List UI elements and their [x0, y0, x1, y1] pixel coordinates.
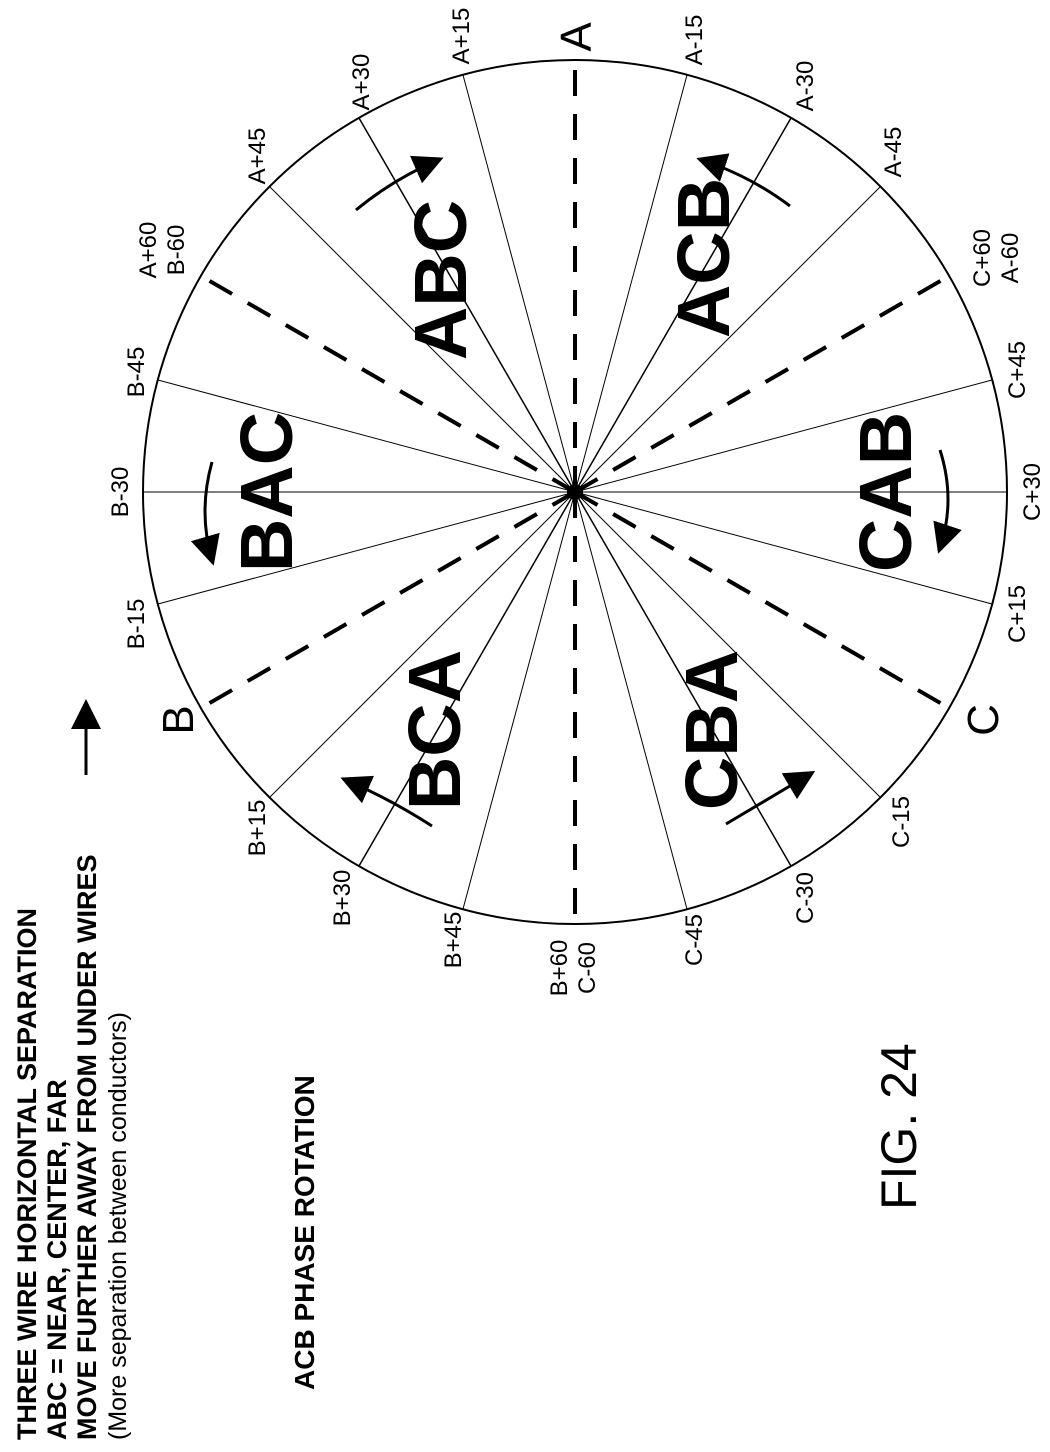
- radial-b45: [462, 491, 576, 910]
- region-labels: ABC ACB BAC CAB BCA CBA: [225, 178, 927, 810]
- dashed-a60: [199, 274, 577, 494]
- tick-label-c15: C+15: [1004, 585, 1031, 643]
- radial-b-15: [157, 491, 576, 605]
- tick-label-c-30: C-30: [792, 872, 819, 924]
- radial-a-30: [574, 117, 792, 493]
- radial-c-30: [574, 491, 792, 867]
- rotation-arrows: [190, 153, 962, 828]
- tick-label-a45: A+45: [244, 128, 271, 185]
- radial-a-45: [574, 185, 882, 493]
- tick-label-b-45: B-45: [123, 347, 150, 398]
- tick-labels: A-15 A-30 A-45 C+60 A-60 C+45 C+30 C+15 …: [107, 8, 1046, 997]
- arrow-cba: [725, 770, 816, 826]
- tick-label-b-30: B-30: [107, 467, 134, 518]
- note-line-3: MOVE FURTHER AWAY FROM UNDER WIRES: [72, 854, 102, 1440]
- region-label-bac: BAC: [225, 412, 308, 572]
- region-label-abc: ABC: [399, 200, 482, 360]
- tick-label-c-15: C-15: [888, 796, 915, 848]
- tick-label-b60-2: C-60: [574, 942, 601, 994]
- region-label-cab: CAB: [844, 412, 927, 572]
- main-label-c: C: [959, 704, 1008, 736]
- radial-a15: [462, 74, 576, 493]
- arrow-acb: [696, 153, 791, 208]
- arrow-abc: [355, 155, 444, 212]
- dashed-b: [199, 490, 577, 710]
- tick-label-b45: B+45: [440, 912, 467, 969]
- arrow-cab: [933, 449, 962, 554]
- tick-label-a-15: A-15: [681, 15, 708, 66]
- tick-label-a15: A+15: [448, 8, 475, 65]
- tick-label-a60-2: B-60: [163, 225, 190, 276]
- tick-label-b-15: B-15: [123, 599, 150, 650]
- tick-label-a-30: A-30: [792, 61, 819, 112]
- region-label-cba: CBA: [670, 650, 753, 810]
- radial-c-45: [574, 491, 688, 910]
- notes-block: THREE WIRE HORIZONTAL SEPARATION ABC = N…: [12, 699, 132, 1440]
- region-label-acb: ACB: [662, 178, 745, 338]
- radial-a-15: [574, 74, 688, 493]
- main-label-b: B: [154, 705, 203, 734]
- radial-c15: [574, 491, 993, 605]
- dashed-c60: [573, 274, 951, 494]
- subtitle: ACB PHASE ROTATION: [289, 1075, 320, 1390]
- arrow-bac: [190, 461, 220, 566]
- dashed-c: [573, 490, 951, 710]
- radial-a30: [358, 117, 576, 493]
- note-line-1: THREE WIRE HORIZONTAL SEPARATION: [12, 908, 42, 1440]
- tick-label-c-45: C-45: [681, 914, 708, 966]
- figure-label: FIG. 24: [871, 1043, 927, 1210]
- note-line-4: (More separation between conductors): [104, 1012, 132, 1440]
- radial-b-45: [157, 379, 576, 493]
- tick-label-a30: A+30: [348, 54, 375, 111]
- radial-a45: [268, 185, 576, 493]
- radial-b15: [268, 491, 576, 799]
- region-label-bca: BCA: [393, 650, 476, 810]
- tick-label-c45: C+45: [1004, 341, 1031, 399]
- tick-label-a60: A+60: [135, 222, 162, 279]
- tick-label-b15: B+15: [244, 800, 271, 857]
- tick-label-c60-2: A-60: [997, 233, 1024, 284]
- main-label-a: A: [552, 22, 601, 52]
- tick-label-a-45: A-45: [880, 127, 907, 178]
- tick-label-c30: C+30: [1019, 463, 1046, 521]
- radial-c-15: [574, 491, 882, 799]
- radial-lines: [143, 74, 1007, 910]
- tick-label-b60: B+60: [546, 940, 573, 997]
- dashed-lines: [199, 60, 951, 924]
- radial-c45: [574, 379, 993, 493]
- arrow-bca: [340, 775, 433, 828]
- tick-label-b30: B+30: [329, 870, 356, 927]
- tick-label-c60: C+60: [969, 229, 996, 287]
- center-point: [567, 484, 583, 500]
- note-line-2: ABC = NEAR, CENTER, FAR: [42, 1079, 72, 1440]
